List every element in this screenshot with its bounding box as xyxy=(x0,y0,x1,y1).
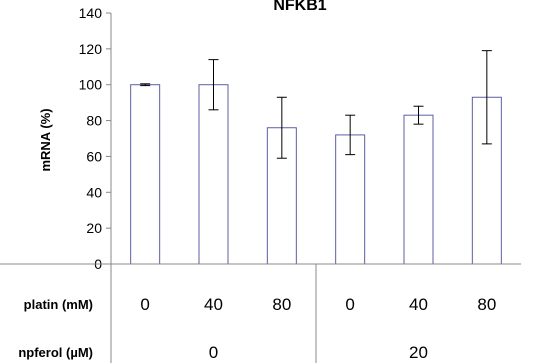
error-bar xyxy=(208,59,219,111)
row-label-platin: platin (mM) xyxy=(24,297,93,312)
error-bar xyxy=(345,114,356,156)
bar xyxy=(198,84,229,265)
category-table: platin (mM) 0 40 80 0 40 80 npferol (µM) 0 20 xyxy=(0,263,521,363)
y-tick-label: 120 xyxy=(79,41,103,57)
y-tick-label: 40 xyxy=(86,184,102,200)
row-label-npferol: npferol (µM) xyxy=(18,345,93,360)
bars-group xyxy=(130,84,502,265)
y-tick-label: 80 xyxy=(86,113,102,129)
group-label: 0 xyxy=(209,343,218,362)
category-label: 40 xyxy=(204,295,223,314)
error-bar xyxy=(413,105,424,125)
group-label: 20 xyxy=(409,343,428,362)
bar xyxy=(403,114,434,265)
y-tick-label: 60 xyxy=(86,148,102,164)
y-tick-label: 140 xyxy=(79,5,103,21)
category-label: 80 xyxy=(272,295,291,314)
error-bar xyxy=(140,83,151,87)
y-axis-label: mRNA (%) xyxy=(38,108,53,171)
category-label: 0 xyxy=(140,295,149,314)
category-label: 40 xyxy=(409,295,428,314)
category-label: 0 xyxy=(345,295,354,314)
y-tick-label: 20 xyxy=(86,220,102,236)
y-tick-label: 100 xyxy=(79,77,103,93)
bar xyxy=(130,84,161,265)
error-bar xyxy=(276,96,287,159)
error-bars-group xyxy=(140,50,492,159)
chart-title: NFKB1 xyxy=(273,0,326,14)
category-label: 80 xyxy=(477,295,496,314)
error-bar xyxy=(481,50,492,145)
